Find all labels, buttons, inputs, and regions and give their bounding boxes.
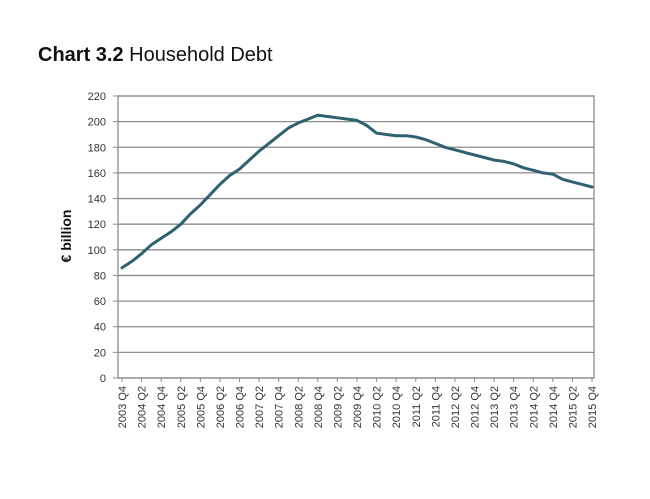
y-tick-label: 80 <box>94 270 106 282</box>
x-tick-label: 2005 Q4 <box>195 386 207 428</box>
x-tick-label: 2014 Q2 <box>528 386 540 428</box>
x-tick-label: 2009 Q4 <box>352 386 364 428</box>
y-tick-label: 0 <box>100 373 106 385</box>
x-tick-label: 2013 Q4 <box>509 386 521 428</box>
y-tick-label: 200 <box>88 117 106 129</box>
y-tick-label: 180 <box>88 142 106 154</box>
x-tick-label: 2015 Q4 <box>587 386 599 428</box>
chart-title-text: Household Debt <box>129 44 273 66</box>
chart-number: Chart 3.2 <box>38 44 124 66</box>
x-tick-label: 2011 Q2 <box>411 386 423 427</box>
chart-title: Chart 3.2 Household Debt <box>38 44 273 67</box>
x-tick-label: 2010 Q4 <box>391 386 403 428</box>
x-tick-label: 2003 Q4 <box>117 386 129 428</box>
x-tick-label: 2014 Q4 <box>548 386 560 428</box>
x-tick-label: 2007 Q4 <box>274 386 286 428</box>
x-tick-label: 2015 Q2 <box>567 386 579 428</box>
x-tick-label: 2009 Q2 <box>332 386 344 428</box>
y-tick-label: 120 <box>88 219 106 231</box>
x-tick-label: 2006 Q2 <box>215 386 227 428</box>
x-tick-label: 2005 Q2 <box>176 386 188 428</box>
y-tick-label: 160 <box>88 168 106 180</box>
x-tick-label: 2012 Q4 <box>470 386 482 428</box>
x-tick-label: 2013 Q2 <box>489 386 501 428</box>
x-tick-label: 2004 Q2 <box>137 386 149 428</box>
x-tick-label: 2006 Q4 <box>235 386 247 428</box>
plot-frame <box>117 95 595 379</box>
y-tick-label: 100 <box>88 245 106 257</box>
household-debt-line <box>120 113 594 270</box>
x-tick-label: 2008 Q4 <box>313 386 325 428</box>
x-tick-label: 2008 Q2 <box>293 386 305 428</box>
x-tick-label: 2004 Q4 <box>156 386 168 428</box>
x-tick-label: 2007 Q2 <box>254 386 266 428</box>
y-tick-label: 140 <box>88 194 106 206</box>
x-tick-label: 2011 Q4 <box>430 386 442 427</box>
y-tick-label: 60 <box>94 296 106 308</box>
y-tick-label: 40 <box>94 322 106 334</box>
x-tick-label: 2010 Q2 <box>372 386 384 428</box>
x-tick-label: 2012 Q2 <box>450 386 462 428</box>
y-tick-label: 20 <box>94 347 106 359</box>
y-tick-label: 220 <box>88 91 106 103</box>
